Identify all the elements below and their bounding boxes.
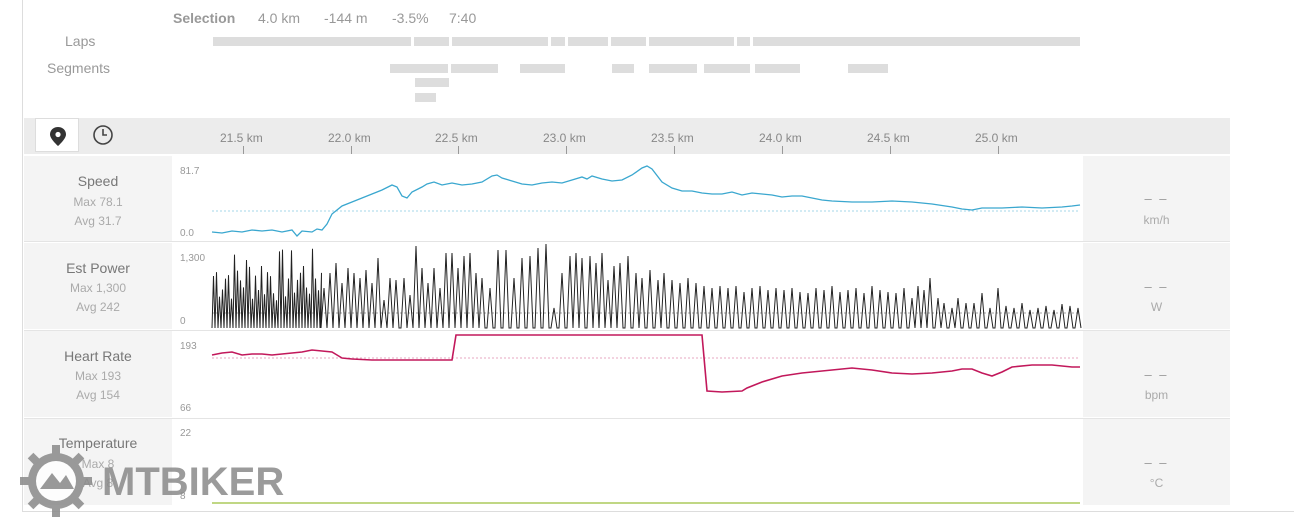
axis-tick	[782, 146, 783, 154]
segment-bar[interactable]	[848, 64, 888, 73]
heart-rate-panel: Heart Rate Max 193 Avg 154	[24, 331, 172, 417]
laps-label: Laps	[65, 33, 96, 49]
speed-title: Speed	[77, 173, 119, 189]
speed-avg: Avg 31.7	[74, 214, 122, 228]
segment-bar[interactable]	[649, 64, 697, 73]
heart-rate-ymax: 193	[180, 341, 197, 352]
heart-rate-title: Heart Rate	[64, 348, 132, 364]
temperature-unit: °C	[1149, 476, 1164, 490]
selection-time: 7:40	[449, 10, 477, 26]
axis-tick	[566, 146, 567, 154]
lap-bar[interactable]	[452, 37, 548, 46]
power-ymax: 1,300	[180, 253, 206, 264]
segments-label: Segments	[47, 60, 111, 76]
mtbiker-logo: MTBIKER	[20, 445, 284, 517]
temperature-chart[interactable]	[172, 419, 1082, 505]
power-avg: Avg 242	[76, 300, 120, 314]
power-ymin: 0	[180, 316, 186, 327]
speed-line	[211, 165, 1081, 237]
axis-tick-label: 21.5 km	[220, 131, 263, 145]
speed-current-panel: – – km/h	[1083, 156, 1230, 241]
speed-panel: Speed Max 78.1 Avg 31.7	[24, 156, 172, 241]
heart-rate-line	[211, 334, 1080, 393]
axis-tick-label: 25.0 km	[975, 131, 1018, 145]
speed-ymax: 81.7	[180, 166, 200, 177]
heart-rate-max: Max 193	[74, 369, 122, 383]
temperature-title: Temperature	[58, 435, 138, 451]
temperature-ymin: 8	[180, 491, 186, 502]
lap-bar[interactable]	[551, 37, 565, 46]
heart-rate-chart[interactable]	[172, 331, 1082, 417]
axis-tick	[890, 146, 891, 154]
power-current-panel: – – W	[1083, 243, 1230, 329]
row-separator	[24, 418, 1230, 419]
power-current-value: – –	[1144, 279, 1169, 294]
heart-rate-avg: Avg 154	[76, 388, 120, 402]
watermark-text: MTBIKER	[102, 460, 284, 504]
segment-bar[interactable]	[415, 78, 449, 87]
segment-bar[interactable]	[390, 64, 448, 73]
temperature-current-value: – –	[1144, 455, 1169, 470]
axis-tick	[458, 146, 459, 154]
distance-mode-button[interactable]	[35, 118, 79, 152]
speed-ymin: 0.0	[180, 228, 194, 239]
lap-bar[interactable]	[568, 37, 608, 46]
axis-tick	[243, 146, 244, 154]
axis-tick	[351, 146, 352, 154]
lap-bar[interactable]	[611, 37, 646, 46]
row-separator	[24, 330, 1230, 331]
power-line	[211, 243, 1082, 329]
segment-bar[interactable]	[520, 64, 565, 73]
speed-current-value: – –	[1144, 191, 1169, 206]
power-chart[interactable]	[172, 243, 1082, 329]
heart-rate-current-value: – –	[1144, 367, 1169, 382]
mtbiker-watermark: MTBIKER	[18, 443, 318, 519]
lap-bar[interactable]	[213, 37, 411, 46]
segment-bar[interactable]	[704, 64, 750, 73]
axis-tick	[998, 146, 999, 154]
lap-bar[interactable]	[649, 37, 734, 46]
axis-tick-label: 24.5 km	[867, 131, 910, 145]
segment-bar[interactable]	[451, 64, 498, 73]
time-mode-button[interactable]	[81, 118, 125, 152]
axis-tick	[674, 146, 675, 154]
segment-bar[interactable]	[755, 64, 800, 73]
axis-tick-label: 23.5 km	[651, 131, 694, 145]
axis-tick-label: 24.0 km	[759, 131, 802, 145]
selection-elevation: -144 m	[324, 10, 368, 26]
lap-bar[interactable]	[737, 37, 750, 46]
power-title: Est Power	[66, 260, 130, 276]
heart-rate-current-panel: – – bpm	[1083, 331, 1230, 417]
row-separator	[24, 241, 1230, 242]
clock-icon	[93, 125, 113, 145]
axis-tick-label: 23.0 km	[543, 131, 586, 145]
power-unit: W	[1150, 300, 1163, 314]
chart-toolbar	[24, 118, 1230, 154]
temperature-current-panel: – – °C	[1083, 419, 1230, 505]
selection-label: Selection	[173, 10, 236, 26]
speed-max: Max 78.1	[73, 195, 123, 209]
power-panel: Est Power Max 1,300 Avg 242	[24, 243, 172, 329]
selection-distance: 4.0 km	[258, 10, 301, 26]
selection-grade: -3.5%	[392, 10, 429, 26]
heart-rate-ymin: 66	[180, 403, 192, 414]
lap-bar[interactable]	[414, 37, 449, 46]
location-pin-icon	[50, 127, 66, 146]
segment-bar[interactable]	[415, 93, 436, 102]
segment-bar[interactable]	[612, 64, 634, 73]
frame-bottom-border	[22, 511, 1294, 512]
speed-chart[interactable]	[172, 156, 1082, 241]
lap-bar[interactable]	[753, 37, 1080, 46]
axis-tick-label: 22.5 km	[435, 131, 478, 145]
axis-tick-label: 22.0 km	[328, 131, 371, 145]
temperature-max: Max 8	[81, 457, 115, 471]
speed-unit: km/h	[1143, 213, 1170, 227]
frame-left-border	[22, 0, 23, 512]
temperature-ymax: 22	[180, 428, 192, 439]
power-max: Max 1,300	[69, 281, 127, 295]
heart-rate-unit: bpm	[1144, 388, 1169, 402]
